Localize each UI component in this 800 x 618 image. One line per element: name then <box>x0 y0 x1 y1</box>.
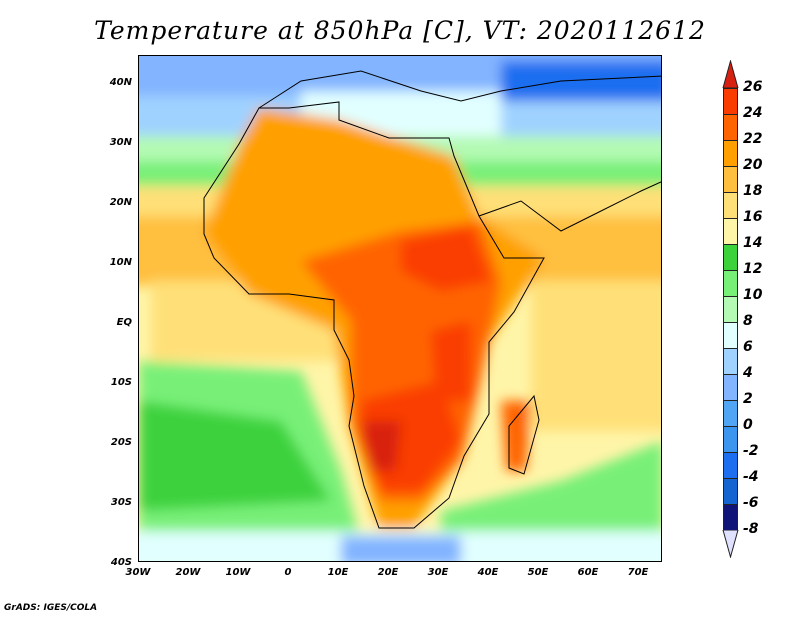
colorbar-label: 12 <box>743 261 763 277</box>
colorbar-swatch <box>723 192 738 219</box>
y-tick-label: 40S <box>110 557 132 568</box>
colorbar-swatch <box>723 296 738 323</box>
colorbar-max-triangle <box>722 60 739 88</box>
colorbar-label: -4 <box>743 469 759 485</box>
colorbar-label: 10 <box>743 287 763 303</box>
x-tick-label: 20W <box>175 567 201 578</box>
colorbar-swatch <box>723 504 738 531</box>
colorbar-label: -8 <box>743 521 759 537</box>
colorbar-label: 8 <box>743 313 753 329</box>
colorbar-swatch <box>723 166 738 193</box>
x-tick-label: 10W <box>225 567 251 578</box>
colorbar-label: 2 <box>743 391 753 407</box>
map-title: Temperature at 850hPa [C], VT: 202011261… <box>94 16 706 45</box>
colorbar-swatch <box>723 218 738 245</box>
coastlines <box>203 70 661 529</box>
colorbar-label: -6 <box>743 495 759 511</box>
x-tick-label: 10E <box>327 567 349 578</box>
colorbar-swatch <box>723 88 738 115</box>
y-tick-label: 40N <box>109 77 132 88</box>
colorbar-swatch <box>723 374 738 401</box>
colorbar-swatch <box>723 244 738 271</box>
colorbar-label: 26 <box>743 79 763 95</box>
colorbar-swatch <box>723 348 738 375</box>
colorbar-label: 4 <box>743 365 753 381</box>
colorbar-swatch <box>723 322 738 349</box>
colorbar-label: 16 <box>743 209 763 225</box>
colorbar-label: 0 <box>743 417 753 433</box>
colorbar-label: 14 <box>743 235 763 251</box>
colorbar-label: 6 <box>743 339 753 355</box>
colorbar-min-triangle <box>722 530 739 558</box>
x-tick-label: 0 <box>284 567 292 578</box>
x-tick-label: 30W <box>125 567 151 578</box>
colorbar-label: -2 <box>743 443 759 459</box>
y-tick-label: EQ <box>116 317 132 328</box>
colorbar-swatch <box>723 400 738 427</box>
y-tick-label: 30S <box>110 497 132 508</box>
y-tick-label: 20N <box>109 197 132 208</box>
x-tick-label: 70E <box>627 567 649 578</box>
colorbar-swatch <box>723 114 738 141</box>
x-tick-label: 60E <box>577 567 599 578</box>
x-tick-label: 40E <box>477 567 499 578</box>
colorbar-swatch <box>723 140 738 167</box>
colorbar-swatch <box>723 270 738 297</box>
y-tick-label: 10N <box>109 257 132 268</box>
colorbar-swatch <box>723 426 738 453</box>
y-tick-label: 10S <box>110 377 132 388</box>
colorbar-swatch <box>723 478 738 505</box>
temperature-field <box>139 56 661 561</box>
colorbar-label: 18 <box>743 183 763 199</box>
colorbar-label: 22 <box>743 131 763 147</box>
colorbar-swatch <box>723 452 738 479</box>
y-tick-label: 20S <box>110 437 132 448</box>
x-tick-label: 20E <box>377 567 399 578</box>
credit-text: GrADS: IGES/COLA <box>4 603 98 613</box>
colorbar-label: 24 <box>743 105 763 121</box>
y-tick-label: 30N <box>109 137 132 148</box>
x-tick-label: 50E <box>527 567 549 578</box>
temperature-map <box>138 55 662 562</box>
colorbar-label: 20 <box>743 157 763 173</box>
x-tick-label: 30E <box>427 567 449 578</box>
